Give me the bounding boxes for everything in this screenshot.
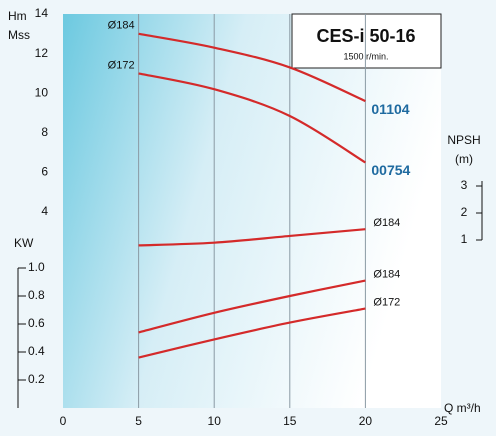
y-tick-label: 0.2 (28, 372, 45, 386)
y-axis-label: KW (14, 236, 34, 250)
chart-title: CES-i 50-16 (316, 26, 415, 46)
curve (138, 72, 366, 164)
series-label: Ø172 (373, 297, 400, 309)
y-tick-label: 4 (41, 204, 48, 218)
y-tick-label: 14 (35, 6, 49, 20)
curve (138, 307, 366, 359)
y-tick-label: 0.6 (28, 316, 45, 330)
y-tick-label: 6 (41, 165, 48, 179)
x-tick-label: 5 (135, 414, 142, 428)
y-tick-label: 1.0 (28, 260, 45, 274)
annotation: 00754 (371, 162, 410, 178)
y-tick-label: 8 (41, 125, 48, 139)
y-axis-label: Mss (8, 28, 30, 42)
y-tick-label: 10 (35, 85, 49, 99)
x-tick-label: 0 (60, 414, 67, 428)
series-label: Ø184 (373, 269, 400, 281)
x-tick-label: 20 (359, 414, 373, 428)
curve (138, 279, 366, 334)
y-axis-label: Hm (8, 9, 27, 23)
y-tick-label: 0.8 (28, 288, 45, 302)
series-label: Ø184 (108, 20, 135, 32)
series-label: Ø172 (108, 59, 135, 71)
series-label: Ø184 (373, 217, 400, 229)
y-tick-label: 0.4 (28, 344, 45, 358)
y-tick-label: 12 (35, 46, 49, 60)
plot-background (63, 14, 441, 408)
curve (138, 228, 366, 247)
annotation: 01104 (371, 101, 409, 117)
x-tick-label: 25 (434, 414, 448, 428)
y-tick-label: 2 (461, 205, 468, 219)
y-tick-label: 3 (461, 178, 468, 192)
y-axis-label: NPSH (447, 133, 480, 147)
x-tick-label: 15 (283, 414, 297, 428)
curve (138, 32, 366, 103)
y-tick-label: 1 (461, 232, 468, 246)
x-axis-label: Q m³/h (444, 401, 481, 415)
chart-subtitle: 1500 r/min. (343, 51, 388, 61)
y-axis-label: (m) (455, 152, 473, 166)
x-tick-label: 10 (208, 414, 222, 428)
title-box (291, 13, 442, 69)
